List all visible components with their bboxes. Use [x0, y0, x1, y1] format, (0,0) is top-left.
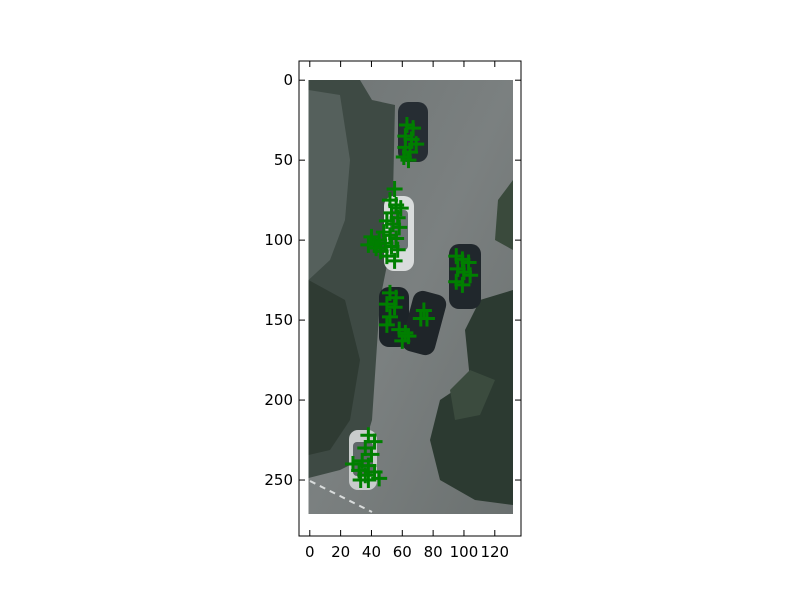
data-point-marker — [363, 446, 380, 463]
data-point-marker — [462, 267, 479, 284]
x-tick-label: 80 — [424, 543, 443, 561]
data-point-marker — [368, 240, 385, 257]
x-tick-label: 20 — [331, 543, 350, 561]
data-point-marker — [366, 433, 383, 450]
data-point-marker — [371, 470, 388, 487]
data-point-marker — [415, 302, 432, 319]
marker-layer — [344, 116, 479, 489]
y-tick-label: 0 — [283, 71, 293, 89]
x-tick-label: 0 — [305, 543, 315, 561]
data-point-marker — [360, 236, 377, 253]
x-axis: 0 20 40 60 80 100 120 — [305, 61, 509, 561]
y-tick-label: 250 — [264, 471, 293, 489]
data-point-marker — [400, 328, 417, 345]
data-point-marker — [405, 120, 422, 137]
data-point-marker — [460, 254, 477, 271]
data-point-marker — [378, 296, 395, 313]
data-point-marker — [400, 152, 417, 169]
data-point-marker — [397, 324, 414, 341]
x-tick-label: 120 — [480, 543, 509, 561]
data-point-marker — [454, 276, 471, 293]
data-point-marker — [378, 316, 395, 333]
data-point-marker — [388, 289, 405, 306]
data-point-marker — [381, 308, 398, 325]
y-axis: 0 50 100 150 200 250 — [264, 71, 521, 489]
data-point-marker — [386, 180, 403, 197]
data-point-marker — [391, 219, 408, 236]
x-tick-label: 60 — [393, 543, 412, 561]
y-tick-label: 100 — [264, 231, 293, 249]
data-point-marker — [386, 299, 403, 316]
data-point-marker — [418, 310, 435, 327]
data-point-marker — [386, 252, 403, 269]
data-point-marker — [389, 241, 406, 258]
data-point-marker — [363, 228, 380, 245]
data-point-marker — [360, 472, 377, 489]
x-tick-label: 100 — [450, 543, 479, 561]
x-tick-label: 40 — [362, 543, 381, 561]
axes-frame — [298, 60, 522, 537]
y-tick-label: 150 — [264, 311, 293, 329]
y-tick-label: 50 — [274, 151, 293, 169]
data-point-marker — [392, 200, 409, 217]
y-tick-label: 200 — [264, 391, 293, 409]
